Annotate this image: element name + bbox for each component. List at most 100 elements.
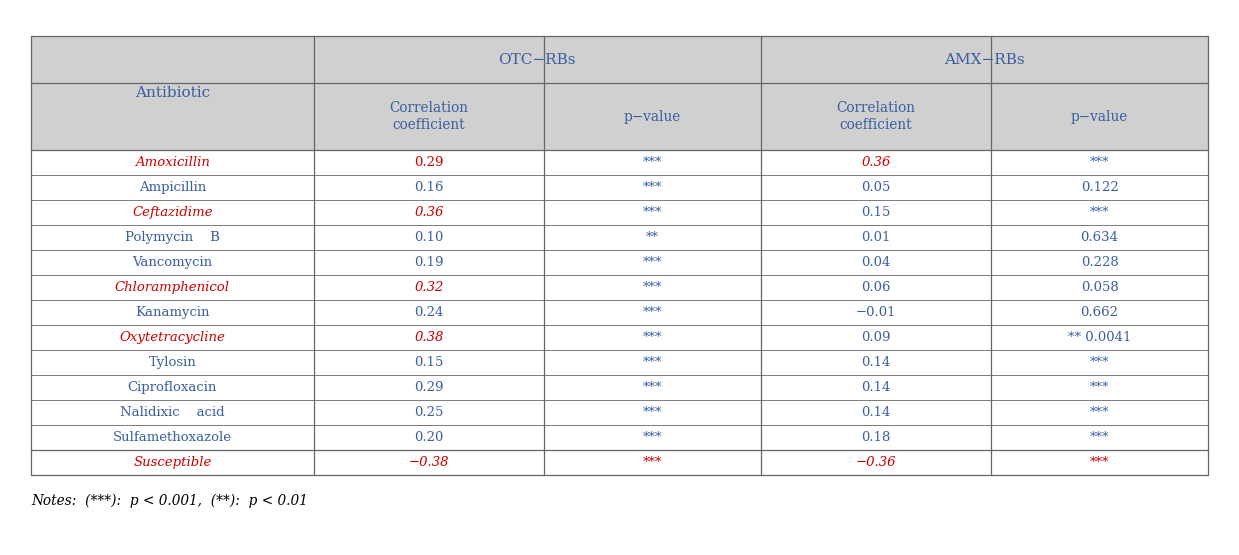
Text: Ceftazidime: Ceftazidime (133, 206, 213, 219)
Text: 0.05: 0.05 (861, 181, 891, 194)
Text: ***: *** (643, 206, 662, 219)
Text: Notes:  (***):  p < 0.001,  (**):  p < 0.01: Notes: (***): p < 0.001, (**): p < 0.01 (31, 494, 307, 508)
Text: Ciprofloxacin: Ciprofloxacin (128, 381, 217, 393)
Text: ***: *** (1090, 206, 1109, 219)
Bar (544, 250, 761, 275)
Text: 0.36: 0.36 (414, 206, 444, 219)
Text: Susceptible: Susceptible (133, 456, 212, 468)
Text: 0.18: 0.18 (861, 431, 891, 443)
Text: 0.24: 0.24 (414, 306, 444, 319)
Bar (31, 250, 313, 275)
Text: ***: *** (643, 381, 662, 393)
Text: −0.36: −0.36 (856, 456, 896, 468)
Bar (31, 36, 1208, 475)
Bar (313, 300, 544, 325)
Text: 0.29: 0.29 (414, 156, 444, 169)
Bar (31, 225, 313, 250)
Bar (544, 150, 761, 175)
Text: ***: *** (643, 156, 662, 169)
Text: ***: *** (1090, 356, 1109, 369)
Bar (31, 375, 313, 400)
Bar (991, 200, 1208, 225)
Bar (544, 375, 761, 400)
Bar (31, 450, 313, 475)
Bar (544, 200, 761, 225)
Text: 0.36: 0.36 (861, 156, 891, 169)
Text: 0.29: 0.29 (414, 381, 444, 393)
Bar (761, 225, 991, 250)
Bar (991, 175, 1208, 200)
Bar (991, 325, 1208, 350)
Bar (544, 300, 761, 325)
Bar (31, 425, 313, 450)
Bar (991, 300, 1208, 325)
Text: ***: *** (643, 431, 662, 443)
Text: p−value: p−value (1070, 109, 1129, 124)
Bar (761, 250, 991, 275)
Bar (991, 400, 1208, 425)
Bar (991, 250, 1208, 275)
Bar (31, 150, 313, 175)
Text: 0.122: 0.122 (1080, 181, 1119, 194)
Bar (31, 300, 313, 325)
Text: **: ** (646, 231, 659, 244)
Text: 0.06: 0.06 (861, 281, 891, 294)
Text: AMX−RBs: AMX−RBs (944, 53, 1025, 67)
Bar (313, 400, 544, 425)
Bar (313, 175, 544, 200)
Text: ***: *** (643, 306, 662, 319)
Bar (761, 200, 991, 225)
Bar (31, 200, 313, 225)
Text: 0.14: 0.14 (861, 406, 891, 418)
Bar (991, 150, 1208, 175)
Bar (313, 275, 544, 300)
Bar (991, 275, 1208, 300)
Text: 0.25: 0.25 (414, 406, 444, 418)
Text: ***: *** (643, 356, 662, 369)
Text: Antibiotic: Antibiotic (135, 86, 209, 100)
Bar (313, 250, 544, 275)
Bar (31, 275, 313, 300)
Text: ***: *** (1090, 431, 1109, 443)
Text: ***: *** (1090, 456, 1109, 468)
Bar (991, 425, 1208, 450)
Text: 0.15: 0.15 (414, 356, 444, 369)
Bar (761, 150, 991, 175)
Bar (544, 350, 761, 375)
Bar (31, 400, 313, 425)
Bar (544, 325, 761, 350)
Bar (761, 450, 991, 475)
Bar (991, 225, 1208, 250)
Text: 0.16: 0.16 (414, 181, 444, 194)
Text: Correlation
coefficient: Correlation coefficient (836, 102, 916, 132)
Text: Kanamycin: Kanamycin (135, 306, 209, 319)
Text: 0.20: 0.20 (414, 431, 444, 443)
Bar (31, 325, 313, 350)
Text: 0.10: 0.10 (414, 231, 444, 244)
Text: Sulfamethoxazole: Sulfamethoxazole (113, 431, 232, 443)
Bar (544, 450, 761, 475)
Text: ***: *** (1090, 156, 1109, 169)
Text: Nalidixic    acid: Nalidixic acid (120, 406, 224, 418)
Bar (313, 425, 544, 450)
Bar (991, 450, 1208, 475)
Bar (313, 150, 544, 175)
Text: 0.09: 0.09 (861, 331, 891, 344)
Text: ***: *** (643, 281, 662, 294)
Text: Polymycin    B: Polymycin B (125, 231, 219, 244)
Bar (313, 200, 544, 225)
Bar (991, 350, 1208, 375)
Bar (313, 375, 544, 400)
Text: 0.14: 0.14 (861, 381, 891, 393)
Bar (313, 325, 544, 350)
Bar (761, 325, 991, 350)
Text: Vancomycin: Vancomycin (133, 256, 212, 269)
Bar (313, 225, 544, 250)
Text: Oxytetracycline: Oxytetracycline (119, 331, 225, 344)
Bar (761, 83, 991, 150)
Text: 0.32: 0.32 (414, 281, 444, 294)
Bar (544, 225, 761, 250)
Text: 0.14: 0.14 (861, 356, 891, 369)
Text: ***: *** (1090, 406, 1109, 418)
Bar (761, 36, 1208, 83)
